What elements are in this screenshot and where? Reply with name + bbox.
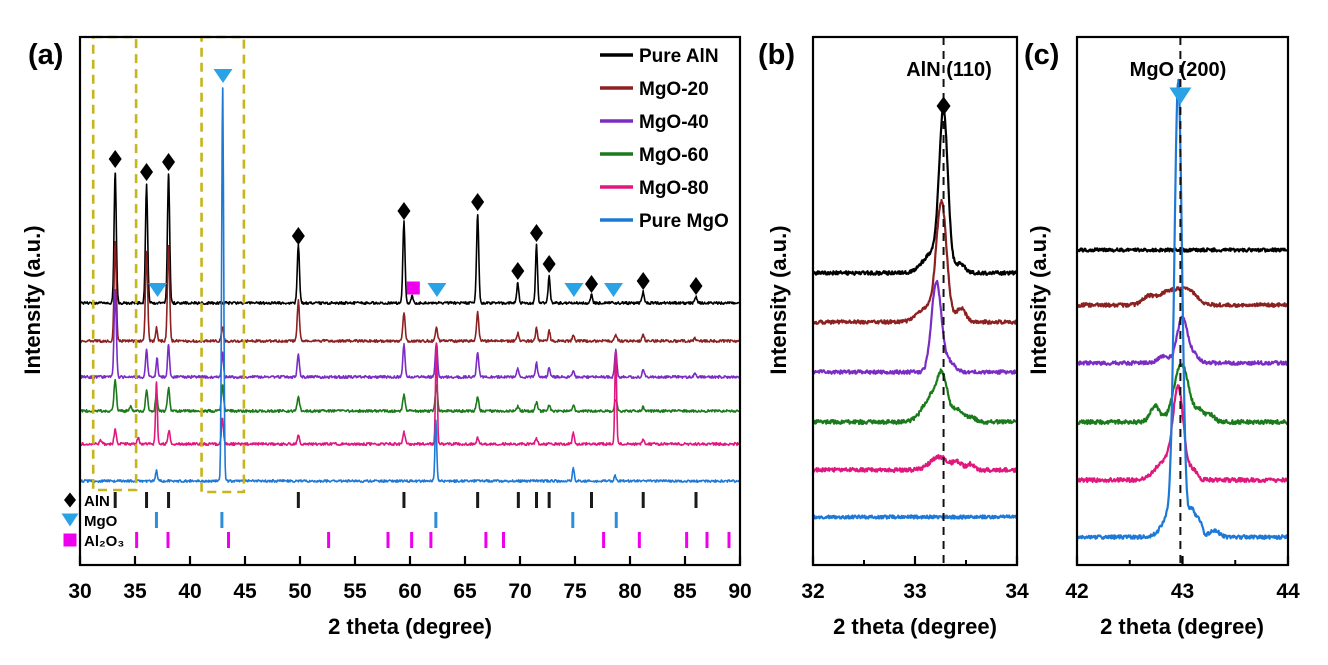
curve-pure-mgo [1077, 78, 1288, 540]
x-axis-tick-label: 85 [673, 580, 697, 603]
panel-c-label: (c) [1024, 39, 1059, 71]
diamond-marker [511, 262, 525, 280]
curves-layer [80, 78, 1288, 540]
square-icon [63, 533, 77, 547]
curve-pure-aln [813, 107, 1017, 276]
ref-row-label: MgO [84, 513, 118, 530]
triangle-down-icon [61, 513, 79, 527]
diamond-marker [291, 227, 305, 245]
diamond-marker [542, 255, 556, 273]
triangle-down-marker [564, 283, 584, 297]
diamond-marker [936, 96, 951, 116]
panel-b-label: (b) [758, 39, 795, 71]
x-axis-tick-label: 60 [398, 580, 421, 603]
curve-mgo-20 [80, 240, 740, 344]
diamond-icon [64, 492, 76, 508]
triangle-down-marker [148, 283, 168, 297]
x-axis-tick-label: 34 [1005, 580, 1029, 603]
diamond-marker [140, 163, 154, 181]
curve-mgo-80 [80, 342, 740, 447]
x-axis-tick-label: 80 [618, 580, 641, 603]
diamond-marker [397, 202, 411, 220]
x-axis-tick-label: 44 [1276, 580, 1300, 603]
curve-mgo-40 [813, 279, 1017, 375]
panel-b-curves [813, 107, 1017, 520]
x-axis-tick-label: 35 [123, 580, 147, 603]
diamond-marker [108, 150, 122, 168]
curve-mgo-80 [813, 454, 1017, 474]
aln-110-annotation: AlN (110) [906, 59, 992, 81]
overlays-layer: AlN MgO Al₂O₃ [61, 35, 1192, 565]
x-axis-tick-label: 70 [508, 580, 531, 603]
x-axis-tick-label: 40 [178, 580, 201, 603]
legend: Pure AlN MgO-20 MgO-40 MgO-60 MgO-80 Pure MgO [600, 46, 729, 232]
x-axis-tick-label: 33 [903, 580, 926, 603]
triangle-down-marker [427, 283, 447, 297]
generated-text-layer: 30 35 40 45 50 55 60 65 70 75 80 85 90 Pure AlN MgO-20… [68, 46, 1300, 603]
x-axis-tick-label: 32 [801, 580, 824, 603]
static-text-layer: (a) (b) (c) Intensity (a.u.) Intensity (… [20, 39, 1264, 639]
diamond-marker [530, 224, 543, 242]
legend-entry-label: Pure MgO [639, 211, 729, 232]
curve-mgo-40 [80, 289, 740, 380]
mgo-200-annotation: MgO (200) [1130, 59, 1227, 81]
x-axis-tick-label: 45 [233, 580, 257, 603]
ref-row-label: Al₂O₃ [84, 533, 124, 550]
curve-pure-mgo [80, 87, 740, 483]
panel-a-xlabel: 2 theta (degree) [328, 614, 492, 639]
curve-mgo-20 [813, 198, 1017, 325]
curve-pure-aln [80, 172, 740, 306]
ref-row-mgo: MgO [61, 512, 618, 530]
panel-c-curves [1077, 78, 1288, 540]
axes-layer [78, 35, 1290, 567]
x-axis-tick-label: 30 [68, 580, 91, 603]
square-marker [406, 281, 420, 295]
legend-entry-label: MgO-60 [639, 145, 709, 166]
triangle-down-marker [213, 69, 233, 83]
curve-mgo-60 [1077, 363, 1288, 426]
diamond-marker [636, 272, 650, 290]
triangle-down-marker [1169, 87, 1192, 105]
diamond-marker [471, 193, 485, 211]
ref-row-label: AlN [84, 493, 110, 510]
panel-a-ylabel: Intensity (a.u.) [20, 225, 45, 374]
panel-c-ylabel: Intensity (a.u.) [1026, 225, 1051, 374]
legend-entry-label: MgO-20 [639, 79, 709, 100]
panel-a-label: (a) [28, 39, 63, 71]
curve-pure-mgo [813, 514, 1017, 520]
panel-b-ylabel: Intensity (a.u.) [766, 225, 791, 374]
x-axis-tick-label: 65 [453, 580, 477, 603]
legend-entry-label: MgO-40 [639, 112, 709, 133]
curve-mgo-80 [1077, 384, 1288, 484]
legend-entry-label: MgO-80 [639, 178, 709, 199]
x-axis-tick-label: 75 [563, 580, 587, 603]
diamond-marker [585, 275, 598, 293]
diamond-marker [689, 277, 703, 295]
panel-c-xlabel: 2 theta (degree) [1100, 614, 1264, 639]
x-axis-tick-label: 42 [1065, 580, 1088, 603]
curve-mgo-60 [80, 378, 740, 414]
ref-row-aln: AlN [64, 492, 698, 510]
panel-b-xlabel: 2 theta (degree) [833, 614, 997, 639]
panel-b-spine [811, 35, 1019, 567]
triangle-down-marker [604, 283, 623, 297]
legend-entry-label: Pure AlN [639, 46, 719, 67]
ref-row-alo: Al₂O₃ [63, 532, 731, 550]
x-axis-tick-label: 43 [1171, 580, 1194, 603]
curve-mgo-60 [813, 368, 1017, 426]
panel-a-curves [80, 87, 740, 483]
x-axis-tick-label: 50 [288, 580, 311, 603]
x-axis-tick-label: 90 [728, 580, 751, 603]
x-axis-tick-label: 55 [343, 580, 367, 603]
diamond-marker [162, 153, 176, 171]
